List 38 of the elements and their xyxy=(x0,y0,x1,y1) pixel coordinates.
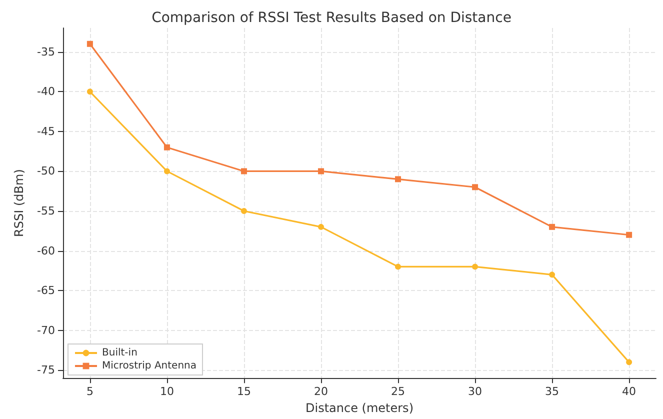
x-tick-label: 15 xyxy=(236,385,251,398)
point xyxy=(626,232,632,238)
point xyxy=(240,168,247,174)
y-tick-label: -75 xyxy=(37,364,55,377)
y-axis-title: RSSI (dBm) xyxy=(12,169,26,237)
point xyxy=(86,88,93,95)
y-tick-label: -60 xyxy=(37,244,55,258)
y-tick-label: -70 xyxy=(37,324,55,337)
y-tick-label: -45 xyxy=(37,124,55,138)
point xyxy=(318,168,324,174)
point xyxy=(164,168,170,174)
point xyxy=(549,272,556,278)
point xyxy=(472,184,478,190)
y-tick-label: -40 xyxy=(37,85,55,98)
y-tick-label: -35 xyxy=(37,45,55,58)
point xyxy=(395,176,402,182)
point xyxy=(472,264,478,270)
point xyxy=(164,144,170,150)
y-tick-label: -55 xyxy=(37,204,55,218)
x-tick-label: 20 xyxy=(314,385,328,398)
point xyxy=(395,264,402,270)
point xyxy=(86,40,93,47)
x-tick-label: 35 xyxy=(545,385,560,398)
point xyxy=(626,359,632,366)
legend-label: Built-in xyxy=(102,348,138,358)
point xyxy=(549,224,556,230)
y-tick-label: -50 xyxy=(37,164,55,178)
x-tick-label: 5 xyxy=(86,385,94,398)
y-tick-label: -65 xyxy=(37,284,55,298)
x-tick-label: 25 xyxy=(391,385,406,398)
legend-label: Microstrip Antenna xyxy=(102,360,197,372)
x-axis-title: Distance (meters) xyxy=(306,401,414,415)
point xyxy=(240,208,247,214)
x-tick-label: 30 xyxy=(468,385,482,398)
x-tick-label: 10 xyxy=(160,385,174,398)
chart-title: Comparison of RSSI Test Results Based on Distance xyxy=(152,10,512,26)
point xyxy=(318,224,324,230)
x-tick-label: 40 xyxy=(622,385,636,398)
